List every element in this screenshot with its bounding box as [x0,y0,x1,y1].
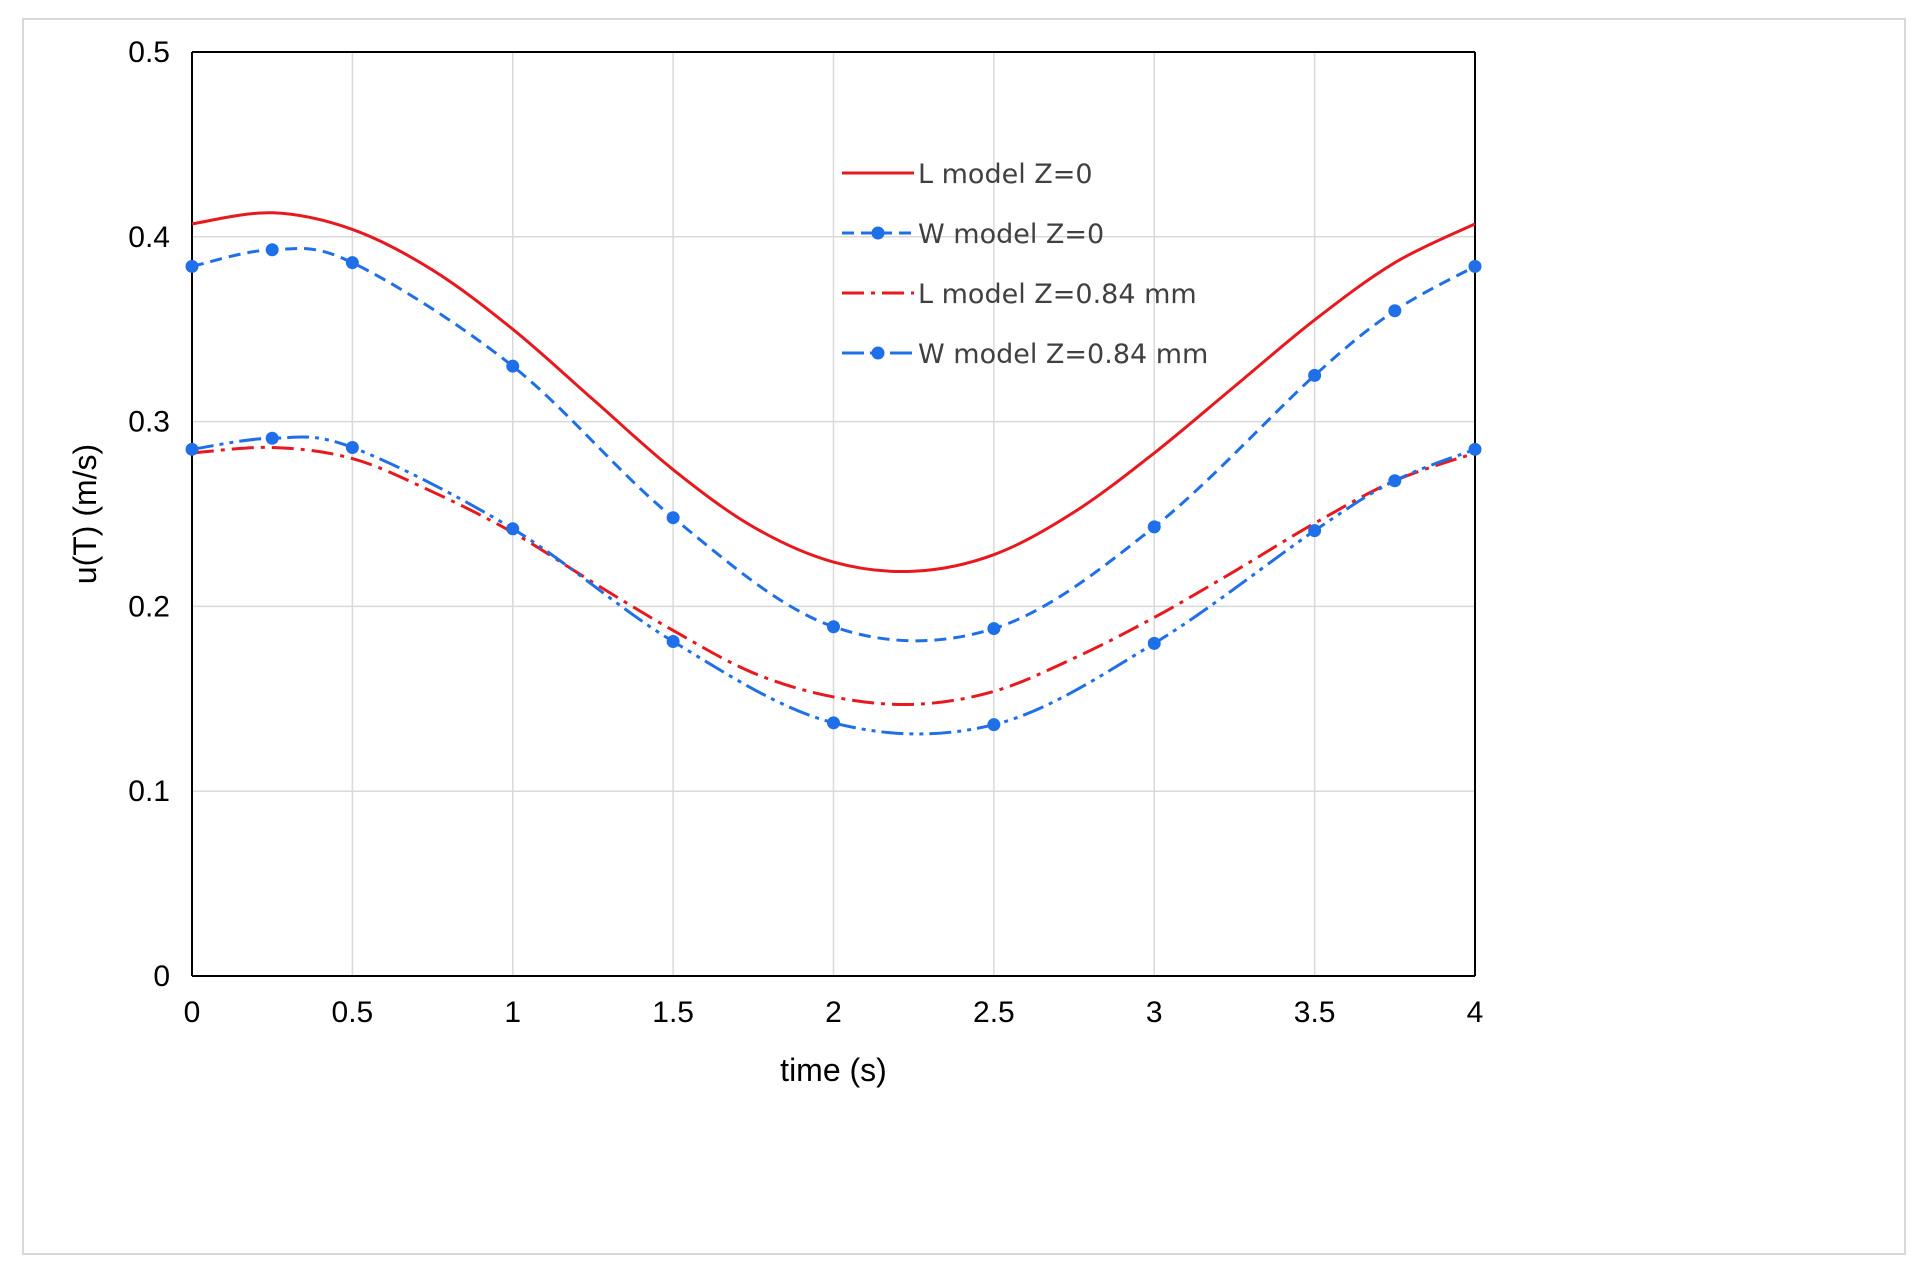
legend: L model Z=0 W model Z=0 L model Z=0.84 mm W… [842,159,1208,370]
series-l-model-z-0-84-mm [191,445,1476,707]
data-point [1308,368,1322,382]
data-point [1147,520,1161,534]
x-tick-label: 1.5 [652,996,694,1029]
legend-label: L model Z=0.84 mm [918,279,1197,310]
data-point [265,243,279,257]
legend-label: L model Z=0 [918,159,1093,190]
y-tick-label: 0.5 [128,36,170,69]
series-layer [185,211,1482,736]
data-point [987,718,1001,732]
x-tick-label: 3.5 [1294,996,1336,1029]
x-tick-label: 4 [1467,996,1484,1029]
legend-item: W model Z=0 [842,219,1104,250]
x-tick-label: 2 [825,996,842,1029]
x-tick-label: 0 [184,996,201,1029]
series-l-model-z-0 [191,211,1476,574]
y-tick-label: 0.2 [128,590,170,623]
x-tick-label: 2.5 [973,996,1015,1029]
x-tick-label: 3 [1146,996,1163,1029]
data-point [1308,524,1322,538]
legend-marker [871,346,885,360]
data-point [345,440,359,454]
x-tick-label: 0.5 [332,996,374,1029]
legend-label: W model Z=0.84 mm [918,339,1208,370]
chart-frame: 0 0.5 1 1.5 2 2.5 3 3.5 4 0 0.1 0.2 0.3 0.4 0.5 time (… [22,18,1906,1255]
y-tick-label: 0.4 [128,221,170,254]
data-point [666,511,680,525]
series-w-model-z-0 [185,243,1482,643]
series-line [191,445,1476,707]
data-point [1468,259,1482,273]
legend-item: L model Z=0 [842,159,1093,190]
y-tick-label: 0.1 [128,775,170,808]
data-point [1388,474,1402,488]
y-tick-label: 0.3 [128,406,170,439]
legend-marker [871,226,885,240]
y-tick-label: 0 [153,960,170,993]
y-axis-title: u(T) (m/s) [67,444,103,584]
x-axis-title: time (s) [780,1052,887,1088]
legend-label: W model Z=0 [918,219,1104,250]
grid-layer [192,51,1476,976]
data-point [987,622,1001,636]
data-point [1468,442,1482,456]
legend-item: L model Z=0.84 mm [842,279,1197,310]
legend-item: W model Z=0.84 mm [842,339,1208,370]
tick-labels: 0 0.5 1 1.5 2 2.5 3 3.5 4 0 0.1 0.2 0.3 0.4 0.5 [128,36,1483,1029]
data-point [1147,636,1161,650]
axes-layer [191,51,1476,977]
data-point [506,359,520,373]
data-point [265,431,279,445]
data-point [1388,304,1402,318]
data-point [666,635,680,649]
data-point [345,256,359,270]
data-point [827,620,840,634]
line-chart: 0 0.5 1 1.5 2 2.5 3 3.5 4 0 0.1 0.2 0.3 0.4 0.5 time (… [67,36,1483,1088]
series-w-model-z-0-84-mm [185,431,1482,736]
data-point [827,716,840,730]
data-point [185,442,199,456]
x-tick-label: 1 [504,996,521,1029]
data-point [185,259,199,273]
data-point [506,522,520,536]
series-line [191,211,1476,574]
